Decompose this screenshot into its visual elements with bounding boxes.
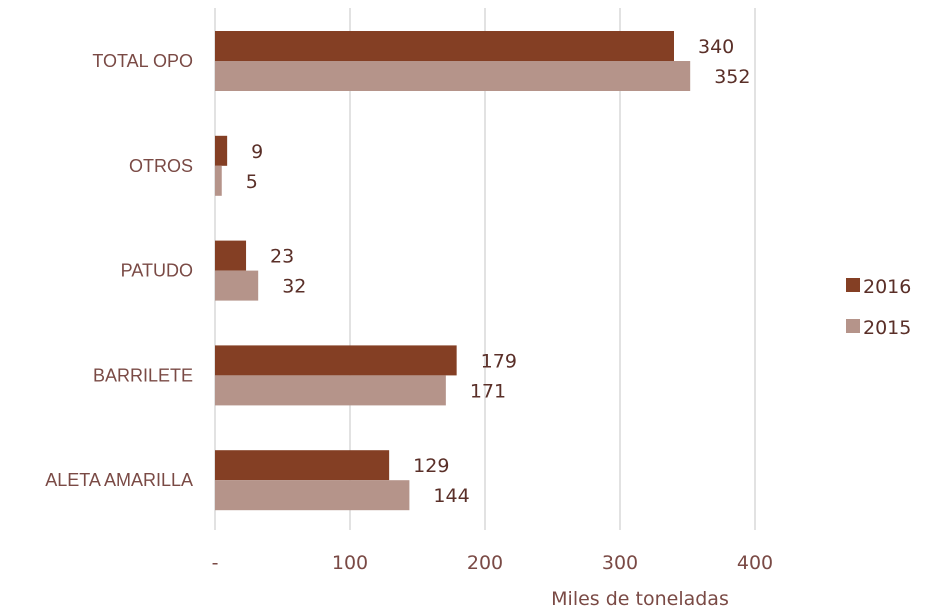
x-tick-label-0: - — [212, 552, 219, 574]
legend-swatch-1 — [846, 319, 860, 333]
data-label-2016-1: 9 — [251, 141, 263, 163]
data-label-2015-1: 5 — [246, 171, 258, 193]
legend-swatch-0 — [846, 278, 860, 292]
bar-2016-4 — [215, 450, 390, 481]
category-labels: TOTAL OPO OTROS PATUDO BARRILETE ALETA AMARI… — [45, 51, 193, 490]
category-label-4: ALETA AMARILLA — [45, 470, 193, 490]
data-label-2015-3: 171 — [470, 380, 506, 402]
data-label-2016-4: 129 — [413, 455, 449, 477]
data-label-2015-2: 32 — [282, 276, 306, 298]
bar-2016-2 — [215, 240, 247, 271]
legend-label-0: 2016 — [863, 276, 911, 298]
bar-2015-0 — [215, 61, 691, 91]
legend-label-1: 2015 — [863, 317, 911, 339]
bar-2015-3 — [215, 375, 446, 406]
legend: 2016 2015 — [846, 276, 911, 339]
data-label-2016-2: 23 — [270, 246, 294, 268]
category-label-0: TOTAL OPO — [92, 51, 193, 71]
bar-2016-1 — [215, 135, 228, 166]
x-tick-label-3: 300 — [602, 552, 638, 574]
bar-2015-2 — [215, 270, 259, 301]
bar-2015-4 — [215, 480, 410, 511]
x-tick-label-4: 400 — [737, 552, 773, 574]
bar-2016-3 — [215, 345, 457, 376]
x-tick-label-1: 100 — [332, 552, 368, 574]
data-label-2015-4: 144 — [433, 485, 469, 507]
x-axis-title: Miles de toneladas — [551, 588, 729, 610]
category-label-3: BARRILETE — [93, 365, 193, 385]
gridlines — [214, 8, 756, 530]
category-label-2: PATUDO — [121, 261, 193, 281]
x-tick-labels: - 100 200 300 400 — [212, 552, 774, 574]
data-label-2015-0: 352 — [714, 66, 750, 88]
category-label-1: OTROS — [129, 156, 193, 176]
data-label-2016-3: 179 — [481, 350, 517, 372]
data-labels: 340 352 9 5 23 32 179 171 129 144 — [246, 36, 751, 507]
data-label-2016-0: 340 — [698, 36, 734, 58]
x-tick-label-2: 200 — [467, 552, 503, 574]
bar-2015-1 — [215, 165, 222, 196]
bar-2016-0 — [215, 31, 674, 61]
bars — [215, 31, 691, 511]
